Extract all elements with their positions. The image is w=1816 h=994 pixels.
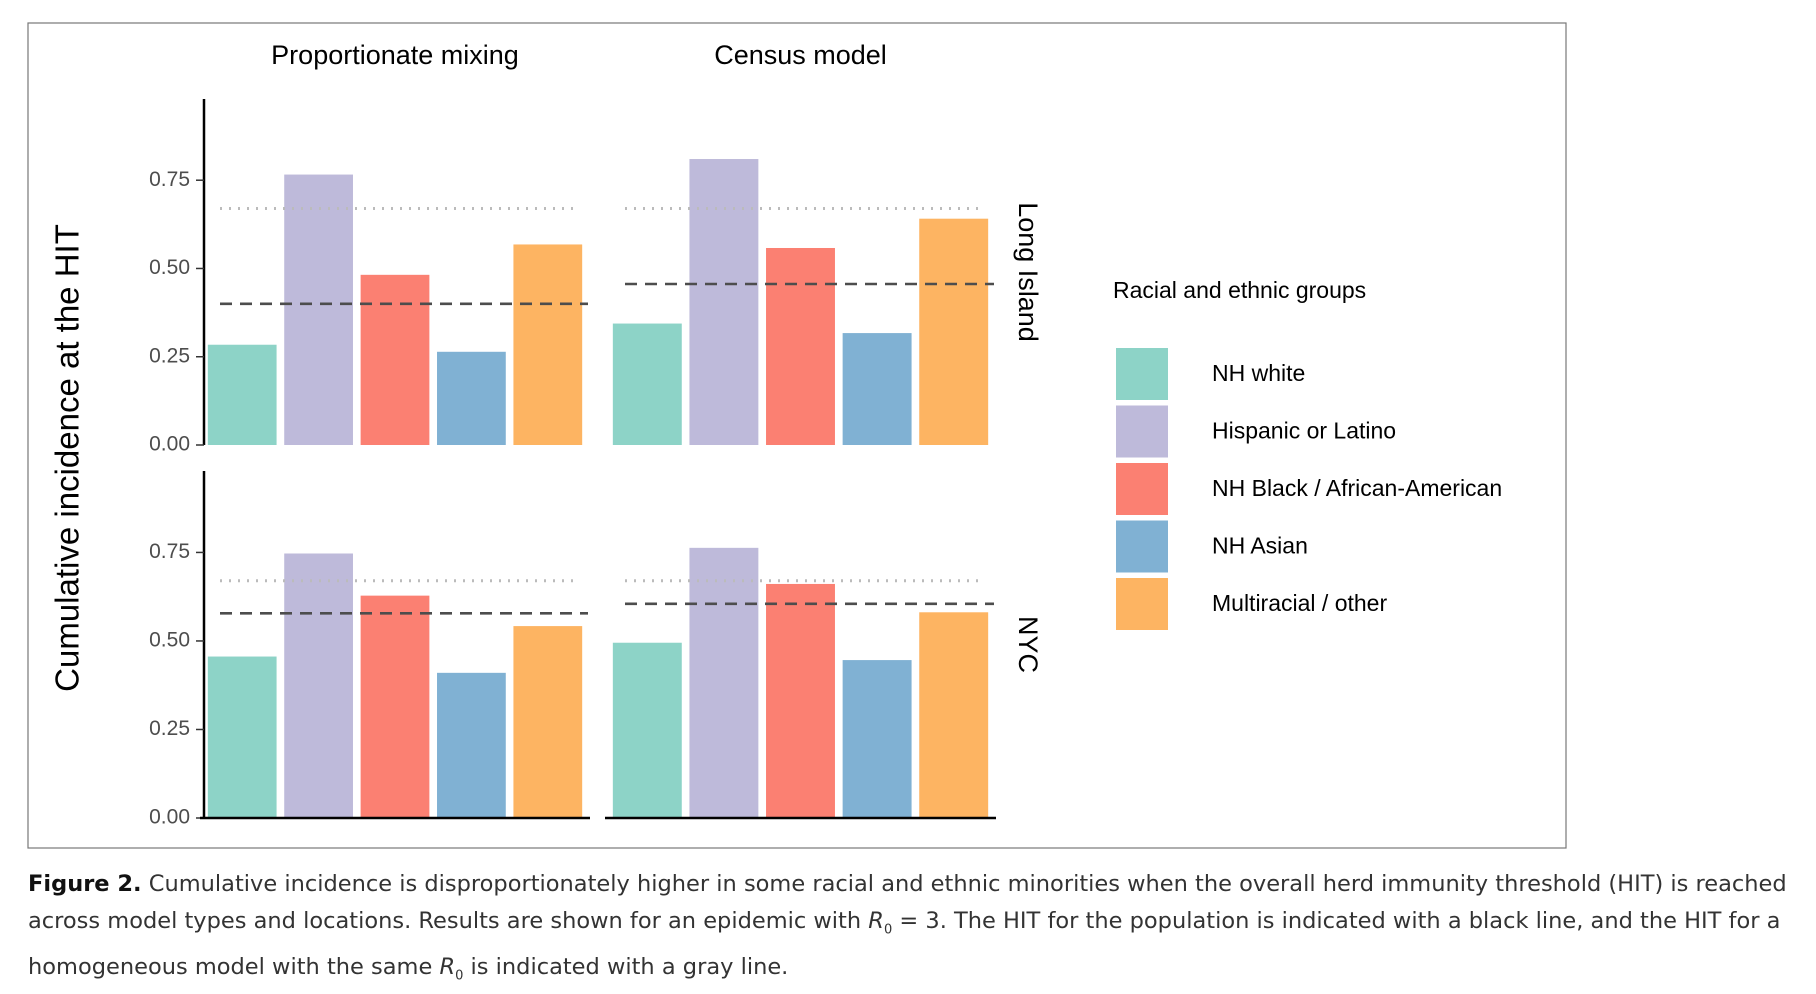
facet-row-label: Long Island bbox=[1013, 202, 1043, 342]
legend-key bbox=[1116, 578, 1168, 630]
y-tick-label: 0.00 bbox=[149, 433, 190, 456]
bar bbox=[207, 344, 277, 445]
legend-key bbox=[1116, 463, 1168, 515]
facet-column-label: Census model bbox=[714, 40, 887, 70]
legend-title: Racial and ethnic groups bbox=[1113, 277, 1366, 303]
caption-text: = 3. The HIT for the population is indic… bbox=[28, 908, 1781, 980]
bar bbox=[766, 583, 835, 818]
symbol: R bbox=[439, 953, 456, 980]
y-tick-label: 0.75 bbox=[149, 168, 190, 191]
legend-label: Hispanic or Latino bbox=[1212, 418, 1396, 444]
bar bbox=[513, 626, 583, 818]
legend-label: NH Black / African-American bbox=[1212, 475, 1502, 501]
bar bbox=[360, 274, 430, 445]
bar bbox=[919, 612, 989, 818]
bar bbox=[842, 660, 912, 818]
y-tick-label: 0.25 bbox=[149, 344, 190, 367]
bar bbox=[842, 333, 912, 445]
caption-text: is indicated with a gray line. bbox=[470, 953, 789, 980]
y-tick-label: 0.50 bbox=[149, 256, 190, 279]
y-axis-title: Cumulative incidence at the HIT bbox=[49, 224, 86, 692]
subscript: 0 bbox=[455, 968, 464, 983]
legend-label: NH white bbox=[1212, 360, 1305, 386]
caption-label: Figure 2. bbox=[28, 871, 142, 897]
bar bbox=[612, 323, 682, 445]
chart: Cumulative incidence at the HIT Racial a… bbox=[27, 22, 1567, 849]
bar bbox=[689, 159, 759, 446]
subscript: 0 bbox=[883, 922, 893, 938]
y-tick-label: 0.50 bbox=[149, 629, 190, 652]
legend-label: NH Asian bbox=[1212, 533, 1308, 559]
legend-key bbox=[1116, 405, 1168, 458]
symbol: R bbox=[868, 908, 884, 934]
bar bbox=[437, 672, 506, 818]
bar bbox=[919, 218, 989, 445]
caption: Figure 2. Cumulative incidence is dispro… bbox=[28, 866, 1798, 994]
bar bbox=[360, 595, 430, 818]
bar bbox=[513, 244, 583, 445]
caption-text: Cumulative incidence is disproportionate… bbox=[28, 871, 1787, 934]
legend-key bbox=[1116, 520, 1168, 573]
bar bbox=[612, 642, 682, 818]
y-tick-label: 0.00 bbox=[149, 806, 190, 829]
legend-key bbox=[1116, 348, 1168, 400]
bar bbox=[689, 547, 759, 818]
y-tick-label: 0.75 bbox=[149, 540, 190, 563]
y-tick-label: 0.25 bbox=[149, 717, 190, 740]
facet-column-label: Proportionate mixing bbox=[271, 40, 519, 70]
facet-row-label: NYC bbox=[1013, 616, 1043, 673]
bar bbox=[284, 174, 353, 445]
bar bbox=[437, 351, 506, 445]
legend-label: Multiracial / other bbox=[1212, 590, 1387, 616]
bar bbox=[766, 247, 835, 445]
bar bbox=[207, 656, 277, 818]
bar bbox=[284, 553, 353, 818]
